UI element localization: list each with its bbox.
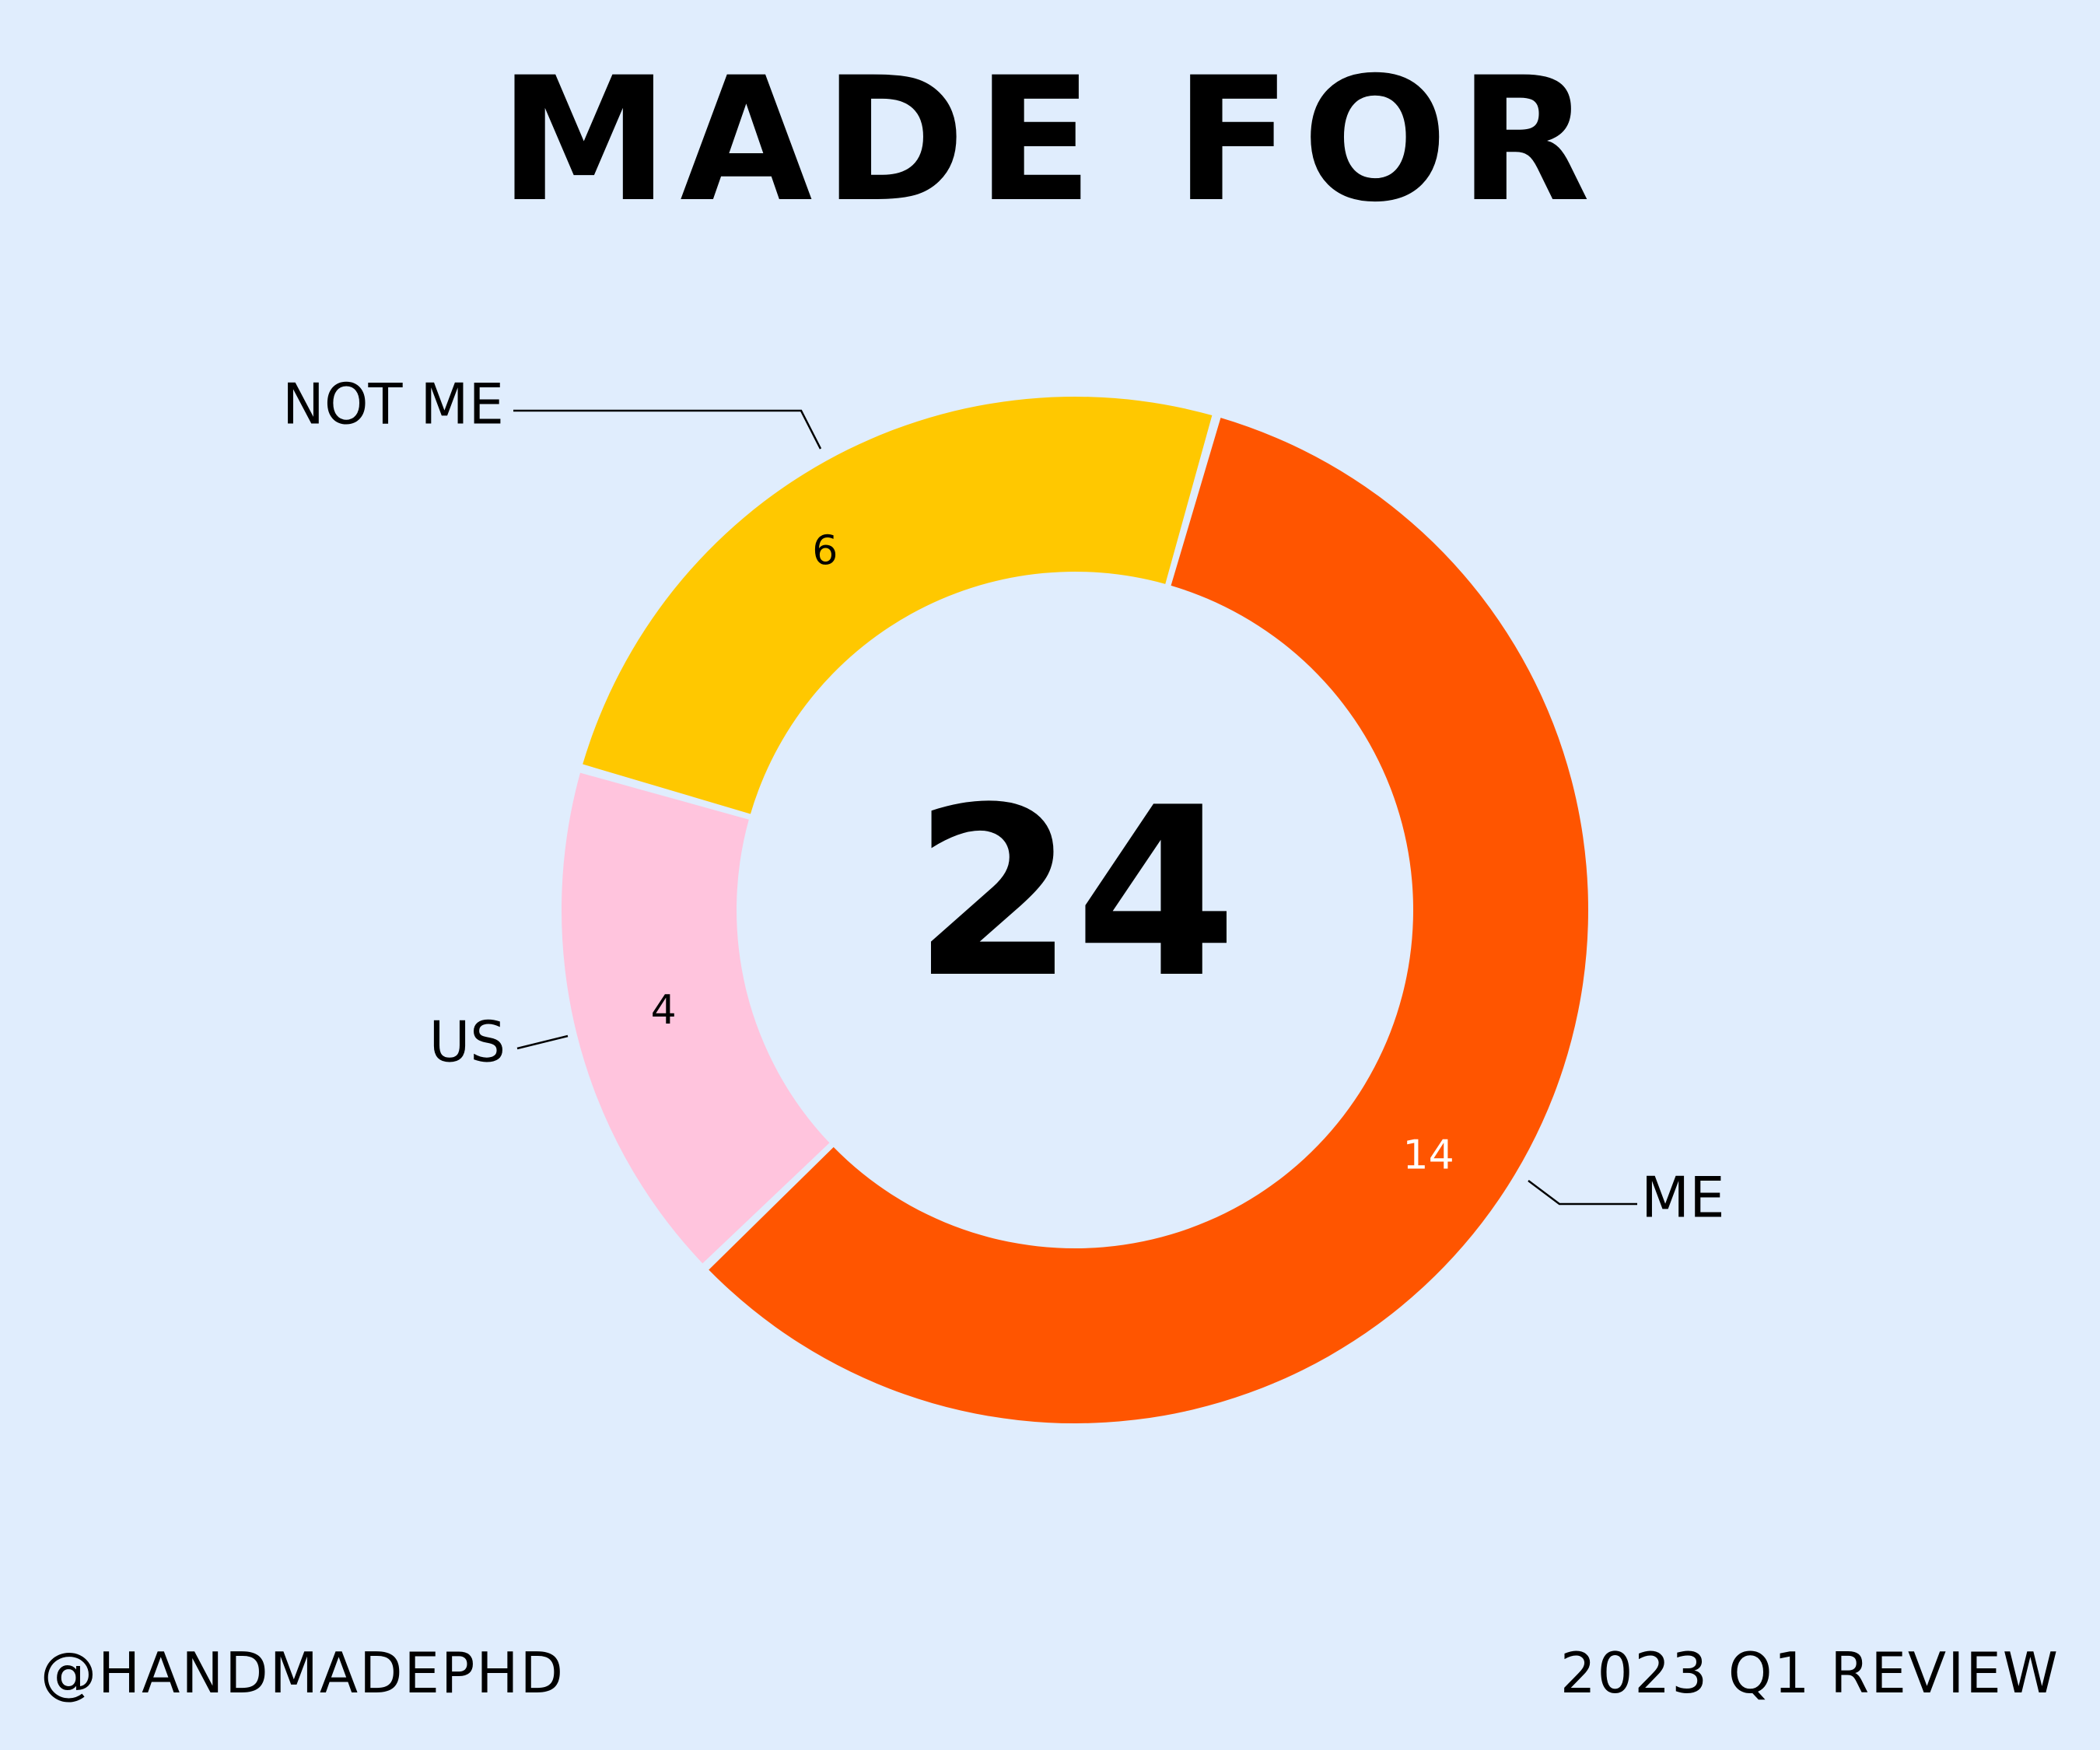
leader-line-me <box>1528 1180 1637 1206</box>
donut-slices <box>561 396 1589 1424</box>
leader-lines <box>513 409 1637 1206</box>
slice-value-not-me: 6 <box>812 527 838 574</box>
slice-me <box>709 418 1589 1424</box>
slice-label-me: ME <box>1641 1165 1725 1230</box>
slice-value-us: 4 <box>651 987 677 1034</box>
slice-value-me: 14 <box>1403 1132 1454 1178</box>
slice-label-not-me: NOT ME <box>282 372 504 437</box>
slice-us <box>561 772 830 1264</box>
slice-labels: 14 ME 4 US 6 NOT ME <box>282 372 1725 1230</box>
leader-line-us <box>516 1034 569 1050</box>
report-period: 2023 Q1 REVIEW <box>1559 1640 2060 1706</box>
slice-label-us: US <box>429 1010 506 1075</box>
slice-not-me <box>583 396 1213 814</box>
chart-title: MADE FOR <box>499 40 1601 240</box>
center-total-label: 24 <box>912 758 1237 1029</box>
author-handle: @HANDMADEPHD <box>40 1640 565 1706</box>
leader-line-not-me <box>513 409 822 450</box>
